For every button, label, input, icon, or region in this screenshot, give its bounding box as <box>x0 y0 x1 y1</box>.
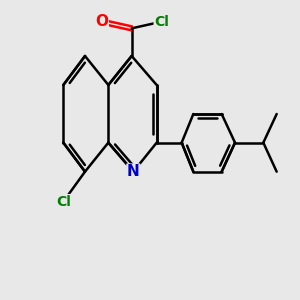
Text: N: N <box>127 164 140 179</box>
Text: Cl: Cl <box>56 195 71 209</box>
Text: Cl: Cl <box>154 15 169 29</box>
Text: O: O <box>95 14 108 29</box>
